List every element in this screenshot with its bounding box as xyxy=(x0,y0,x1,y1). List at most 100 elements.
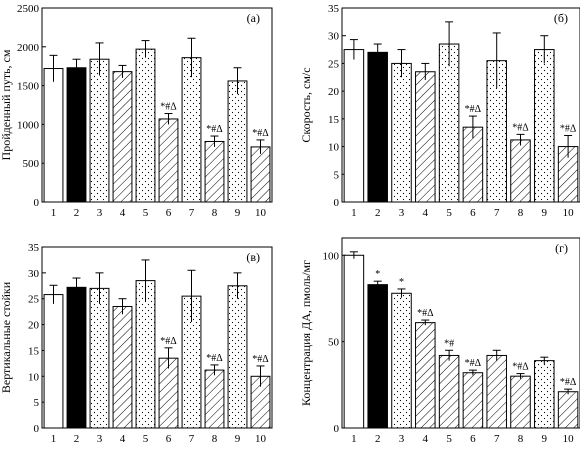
panel-a: 0 500 1000 1500 2000 2500 1 2 3 4 5 *#Δ 6 7 *#Δ 8 9 *#Δ 10… xyxy=(0,3,273,219)
significance-label: *#Δ xyxy=(512,122,529,133)
plot-frame xyxy=(41,7,273,203)
y-tick-label: 2000 xyxy=(17,42,40,54)
y-tick-label: 0 xyxy=(334,423,340,435)
y-tick-label: 1500 xyxy=(17,81,40,93)
bar xyxy=(415,322,436,429)
x-tick-label: 6 xyxy=(470,207,476,219)
x-tick-label: 5 xyxy=(446,433,452,445)
significance-label: *#Δ xyxy=(206,353,223,364)
x-tick-label: 10 xyxy=(255,433,267,445)
plot-frame xyxy=(341,7,580,203)
bar xyxy=(415,71,436,203)
y-tick-label: 20 xyxy=(28,320,40,332)
bar xyxy=(43,294,64,429)
y-axis-label: Скорость, см/с xyxy=(299,67,313,142)
x-tick-label: 8 xyxy=(518,207,524,219)
y-tick-label: 25 xyxy=(328,58,340,70)
x-tick-label: 9 xyxy=(542,433,548,445)
x-tick-label: 7 xyxy=(189,207,195,219)
bar xyxy=(135,280,156,429)
y-tick-label: 0 xyxy=(334,197,340,209)
y-tick-label: 30 xyxy=(28,268,40,280)
bar xyxy=(510,139,531,203)
bar xyxy=(43,68,64,203)
x-tick-label: 10 xyxy=(255,207,267,219)
significance-label: *#Δ xyxy=(160,102,177,113)
y-axis-label: Концентрация ДА, пмоль/мг xyxy=(299,260,313,406)
x-tick-label: 8 xyxy=(212,207,218,219)
panel-b: 0 5 10 15 20 25 30 35 1 2 3 4 5 *#Δ 6 7 *#Δ 8 9 *#Δ 10 (б) Ско… xyxy=(299,3,580,219)
panel-label: (г) xyxy=(555,241,568,255)
bar xyxy=(227,285,248,429)
bar xyxy=(438,354,460,429)
x-tick-label: 9 xyxy=(542,207,548,219)
x-tick-label: 7 xyxy=(494,207,500,219)
bar xyxy=(486,354,507,429)
x-tick-label: 3 xyxy=(97,433,103,445)
bar xyxy=(204,140,225,203)
bar xyxy=(557,391,579,429)
panel-label: (б) xyxy=(554,11,568,25)
plot-frame xyxy=(41,246,273,429)
x-tick-label: 10 xyxy=(563,207,575,219)
y-tick-label: 15 xyxy=(28,345,40,357)
x-tick-label: 2 xyxy=(375,433,381,445)
panel-d: 0 50 100 1 * 2 * 3 *#Δ 4 *# 5 *#Δ 6 7 *#Δ 8 9 *#Δ 10 (г) Конц… xyxy=(299,237,580,445)
x-tick-label: 4 xyxy=(423,433,429,445)
bar xyxy=(227,80,248,203)
significance-label: *#Δ xyxy=(465,358,482,369)
bar xyxy=(250,146,271,203)
bar xyxy=(89,58,110,203)
x-tick-label: 1 xyxy=(351,207,357,219)
significance-label: *#Δ xyxy=(560,123,577,134)
y-tick-label: 20 xyxy=(328,86,340,98)
y-tick-label: 10 xyxy=(28,371,40,383)
significance-label: *#Δ xyxy=(512,362,529,373)
bar xyxy=(343,49,365,203)
bar xyxy=(66,286,87,429)
x-tick-label: 2 xyxy=(375,207,381,219)
significance-label: *#Δ xyxy=(160,336,177,347)
y-tick-label: 500 xyxy=(23,158,40,170)
x-tick-label: 10 xyxy=(563,433,575,445)
significance-label: *#Δ xyxy=(206,124,223,135)
y-tick-label: 1000 xyxy=(17,119,40,131)
significance-label: *#Δ xyxy=(252,128,269,139)
x-tick-label: 9 xyxy=(235,207,241,219)
y-axis-label: Пройденный путь, см xyxy=(0,49,13,160)
significance-label: * xyxy=(399,277,404,288)
x-tick-label: 4 xyxy=(120,433,126,445)
bar xyxy=(66,67,87,203)
y-tick-label: 0 xyxy=(34,423,40,435)
y-tick-label: 35 xyxy=(28,242,40,254)
bar xyxy=(112,71,133,203)
bar xyxy=(158,118,179,203)
y-tick-label: 15 xyxy=(328,114,340,126)
y-tick-label: 0 xyxy=(34,197,40,209)
x-tick-label: 3 xyxy=(399,433,405,445)
y-tick-label: 2500 xyxy=(17,3,40,15)
x-tick-label: 6 xyxy=(470,433,476,445)
significance-label: *#Δ xyxy=(417,308,434,319)
panel-label: (а) xyxy=(247,11,260,25)
y-tick-label: 5 xyxy=(334,169,340,181)
x-tick-label: 8 xyxy=(212,433,218,445)
bar xyxy=(438,43,460,203)
x-tick-label: 8 xyxy=(518,433,524,445)
bar xyxy=(112,305,133,429)
x-tick-label: 5 xyxy=(446,207,452,219)
x-tick-label: 2 xyxy=(74,207,80,219)
bar xyxy=(391,62,412,203)
x-tick-label: 6 xyxy=(166,433,172,445)
y-tick-label: 5 xyxy=(34,397,40,409)
y-tick-label: 50 xyxy=(328,337,340,349)
x-tick-label: 7 xyxy=(494,433,500,445)
bar xyxy=(181,57,202,203)
x-tick-label: 6 xyxy=(166,207,172,219)
x-tick-label: 3 xyxy=(399,207,405,219)
y-tick-label: 25 xyxy=(28,294,40,306)
significance-label: *#Δ xyxy=(465,104,482,115)
y-tick-label: 10 xyxy=(328,142,340,154)
bar xyxy=(534,49,555,203)
